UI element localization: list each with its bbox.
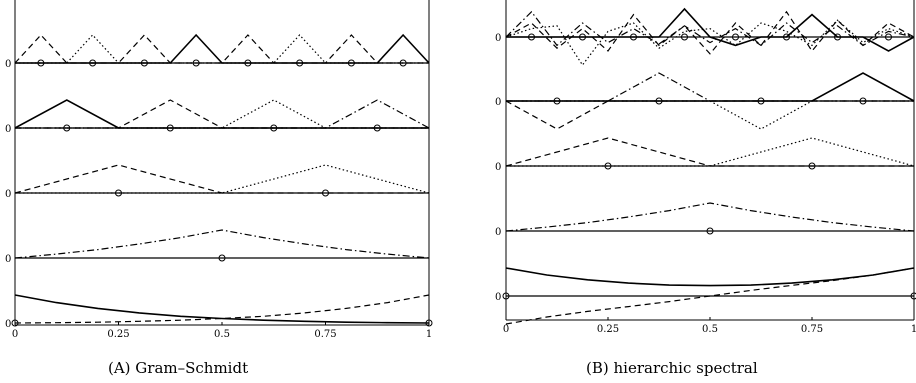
row-zero-label: 0 <box>495 97 501 108</box>
row-zero-label: 0 <box>5 189 11 200</box>
series-line-dashdot <box>506 72 914 102</box>
series-line-solid <box>505 267 915 287</box>
node-marker <box>425 319 433 327</box>
series-line-dotted <box>506 137 915 167</box>
series-line-dotted <box>505 19 915 67</box>
node-marker <box>859 97 867 105</box>
node-marker <box>808 162 816 170</box>
x-tick-label: 0.25 <box>107 329 129 340</box>
node-marker <box>192 59 200 67</box>
node-marker <box>63 124 71 132</box>
node-marker <box>553 97 561 105</box>
panel-b-hierarchic-spectral: 0 0.25 0.5 0.75 1 0 0 0 0 0 <box>495 0 916 335</box>
node-marker <box>115 189 122 197</box>
row-zero-label: 0 <box>495 162 501 173</box>
series-line-dashdot <box>505 10 915 47</box>
series-line-dotted <box>506 100 914 130</box>
series-line-dashdot <box>15 99 430 129</box>
series-line-dashed <box>14 294 430 324</box>
series-line-dashed <box>14 164 429 194</box>
node-marker <box>783 33 790 41</box>
series-line-dashdot <box>14 229 430 259</box>
node-marker <box>604 162 612 170</box>
node-marker <box>322 189 329 197</box>
node-marker <box>834 33 841 41</box>
node-marker <box>655 97 663 105</box>
series-line-dashed <box>15 99 429 129</box>
node-marker <box>681 33 688 41</box>
node-marker <box>528 33 535 41</box>
x-tick-label: 0.25 <box>597 324 619 335</box>
node-marker <box>244 59 252 67</box>
x-tick-label: 1 <box>911 324 916 335</box>
node-marker <box>270 124 278 132</box>
x-tick-label: 0.5 <box>214 329 230 340</box>
row-zero-label: 0 <box>495 292 501 303</box>
series-line-dashed <box>505 100 914 130</box>
node-marker <box>399 59 407 67</box>
row-zero-label: 0 <box>495 227 501 238</box>
node-marker <box>89 59 97 67</box>
x-tick-label: 0 <box>503 324 509 335</box>
node-marker <box>373 124 381 132</box>
x-tick-label: 1 <box>426 329 432 340</box>
series-line-dashed <box>14 34 429 64</box>
series-line-solid <box>15 33 430 64</box>
node-marker <box>140 59 148 67</box>
row-zero-label: 0 <box>5 59 11 70</box>
node-marker <box>757 97 765 105</box>
node-marker <box>11 319 19 327</box>
series-line-solid <box>14 99 429 129</box>
row-zero-label: 0 <box>495 33 501 44</box>
series-line-dashed <box>505 10 915 55</box>
series-line-solid <box>506 72 915 102</box>
node-marker <box>218 254 226 262</box>
node-marker <box>732 33 739 41</box>
x-tick-label: 0.5 <box>702 324 718 335</box>
series-line-dotted <box>15 34 429 64</box>
caption-a: (A) Gram–Schmidt <box>108 359 249 377</box>
series-line-dotted <box>15 164 430 194</box>
node-marker <box>166 124 174 132</box>
caption-b: (B) hierarchic spectral <box>586 359 758 377</box>
series-line-dotted <box>15 99 429 129</box>
node-marker <box>885 33 892 41</box>
series-line-dashed <box>505 137 914 167</box>
node-marker <box>579 33 586 41</box>
node-marker <box>910 292 916 300</box>
node-marker <box>502 292 510 300</box>
node-marker <box>347 59 355 67</box>
row-zero-label: 0 <box>5 319 11 330</box>
node-marker <box>706 227 714 235</box>
x-tick-label: 0.75 <box>801 324 823 335</box>
node-marker <box>630 33 637 41</box>
x-tick-label: 0.75 <box>314 329 336 340</box>
x-tick-label: 0 <box>12 329 18 340</box>
row-zero-label: 0 <box>5 124 11 135</box>
series-line-solid <box>506 7 915 52</box>
series-line-dashdot <box>505 202 915 232</box>
row-zero-label: 0 <box>5 254 11 265</box>
node-marker <box>37 59 45 67</box>
node-marker <box>296 59 304 67</box>
series-line-solid <box>14 294 430 324</box>
